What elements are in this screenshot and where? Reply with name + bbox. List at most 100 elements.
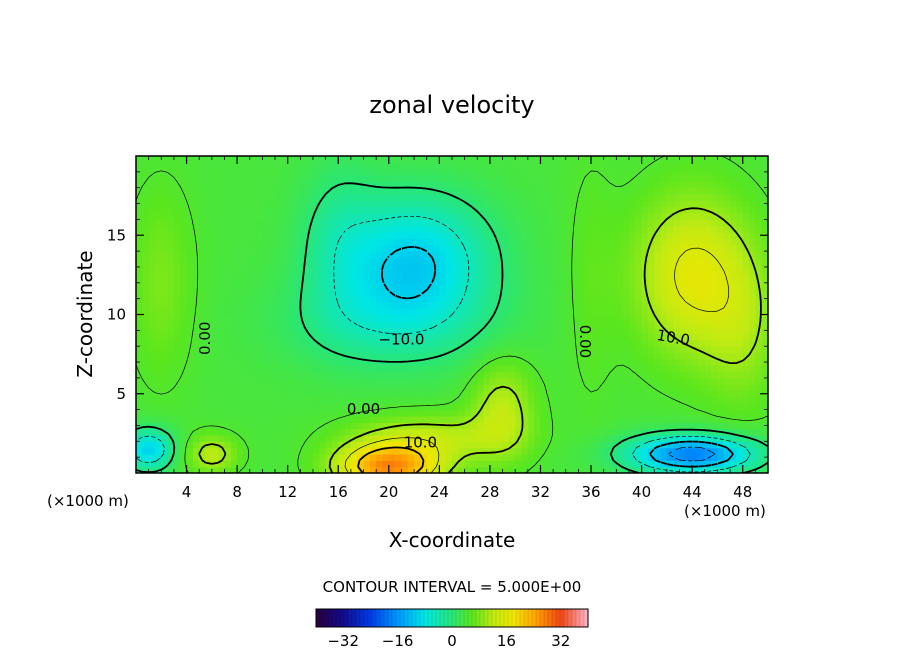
heatmap-cell xyxy=(502,320,510,328)
heatmap-cell xyxy=(395,377,403,385)
heatmap-cell xyxy=(572,238,579,246)
heatmap-cell xyxy=(186,333,194,341)
heatmap-cell xyxy=(256,409,263,417)
heatmap-cell xyxy=(496,441,504,449)
heatmap-cell xyxy=(546,377,554,385)
heatmap-cell xyxy=(350,314,358,322)
heatmap-cell xyxy=(230,371,238,379)
heatmap-cell xyxy=(199,339,207,347)
heatmap-cell xyxy=(167,219,175,227)
heatmap-cell xyxy=(565,422,573,430)
heatmap-cell xyxy=(388,301,396,309)
heatmap-cell xyxy=(363,289,371,297)
heatmap-cell xyxy=(243,162,251,170)
heatmap-cell xyxy=(205,181,213,189)
heatmap-cell xyxy=(161,346,169,354)
heatmap-cell xyxy=(628,339,636,347)
heatmap-cell xyxy=(717,225,725,233)
heatmap-cell xyxy=(281,175,289,182)
heatmap-cell xyxy=(647,251,655,259)
heatmap-cell xyxy=(508,466,516,473)
heatmap-cell xyxy=(730,403,737,411)
heatmap-cell xyxy=(211,358,219,366)
heatmap-cell xyxy=(256,441,263,449)
heatmap-cell xyxy=(300,358,308,366)
heatmap-cell xyxy=(679,403,687,411)
heatmap-cell xyxy=(698,320,706,328)
heatmap-cell xyxy=(666,162,674,170)
heatmap-cell xyxy=(357,225,365,233)
heatmap-cell xyxy=(218,200,226,208)
heatmap-cell xyxy=(173,327,181,335)
heatmap-cell xyxy=(294,434,301,442)
heatmap-cell xyxy=(211,371,219,379)
heatmap-cell xyxy=(572,270,579,278)
heatmap-cell xyxy=(679,244,687,252)
heatmap-cell xyxy=(142,422,150,430)
heatmap-cell xyxy=(458,390,466,398)
heatmap-cell xyxy=(591,377,598,385)
heatmap-cell xyxy=(369,181,377,189)
heatmap-cell xyxy=(553,257,561,265)
heatmap-cell xyxy=(281,213,289,220)
heatmap-cell xyxy=(698,301,706,309)
heatmap-cell xyxy=(249,333,257,341)
heatmap-cell xyxy=(287,390,295,398)
heatmap-cell xyxy=(167,251,175,259)
heatmap-cell xyxy=(660,295,668,303)
heatmap-cell xyxy=(597,270,605,278)
heatmap-cell xyxy=(458,371,466,379)
heatmap-cell xyxy=(508,453,516,461)
heatmap-cell xyxy=(249,282,257,290)
heatmap-cell xyxy=(534,168,542,176)
heatmap-cell xyxy=(597,390,605,398)
heatmap-cell xyxy=(395,263,403,271)
heatmap-cell xyxy=(325,333,333,341)
heatmap-cell xyxy=(439,225,447,233)
heatmap-cell xyxy=(268,244,276,252)
heatmap-cell xyxy=(173,225,181,233)
heatmap-cell xyxy=(205,333,213,341)
heatmap-cell xyxy=(464,282,472,290)
heatmap-cell xyxy=(603,282,611,290)
heatmap-cell xyxy=(268,371,276,379)
heatmap-cell xyxy=(142,447,150,455)
heatmap-cell xyxy=(439,308,447,316)
heatmap-cell xyxy=(559,377,567,385)
heatmap-cell xyxy=(628,346,636,354)
heatmap-cell xyxy=(338,156,346,163)
heatmap-cell xyxy=(275,289,282,297)
heatmap-cell xyxy=(237,213,245,220)
heatmap-cell xyxy=(502,270,510,278)
heatmap-cell xyxy=(578,453,586,461)
heatmap-cell xyxy=(180,365,188,373)
heatmap-cell xyxy=(363,168,371,176)
heatmap-cell xyxy=(237,219,245,227)
heatmap-cell xyxy=(199,200,207,208)
heatmap-cell xyxy=(186,181,194,189)
heatmap-cell xyxy=(622,466,630,473)
heatmap-cell xyxy=(268,396,276,404)
heatmap-cell xyxy=(673,181,681,189)
heatmap-cell xyxy=(363,460,371,468)
heatmap-cell xyxy=(559,308,567,316)
heatmap-cell xyxy=(369,371,377,379)
heatmap-cell xyxy=(306,466,314,473)
heatmap-cell xyxy=(407,447,415,455)
heatmap-cell xyxy=(382,434,390,442)
heatmap-cell xyxy=(666,200,674,208)
heatmap-cell xyxy=(452,453,459,461)
heatmap-cell xyxy=(496,289,504,297)
heatmap-cell xyxy=(319,358,327,366)
heatmap-cell xyxy=(761,384,768,392)
heatmap-cell xyxy=(249,314,257,322)
heatmap-cell xyxy=(319,466,327,473)
heatmap-cell xyxy=(344,162,352,170)
heatmap-cell xyxy=(730,219,737,227)
heatmap-cell xyxy=(167,314,175,322)
heatmap-cell xyxy=(597,301,605,309)
heatmap-cell xyxy=(597,156,605,163)
heatmap-cell xyxy=(610,225,617,233)
heatmap-cell xyxy=(262,213,270,220)
heatmap-cell xyxy=(616,156,624,163)
